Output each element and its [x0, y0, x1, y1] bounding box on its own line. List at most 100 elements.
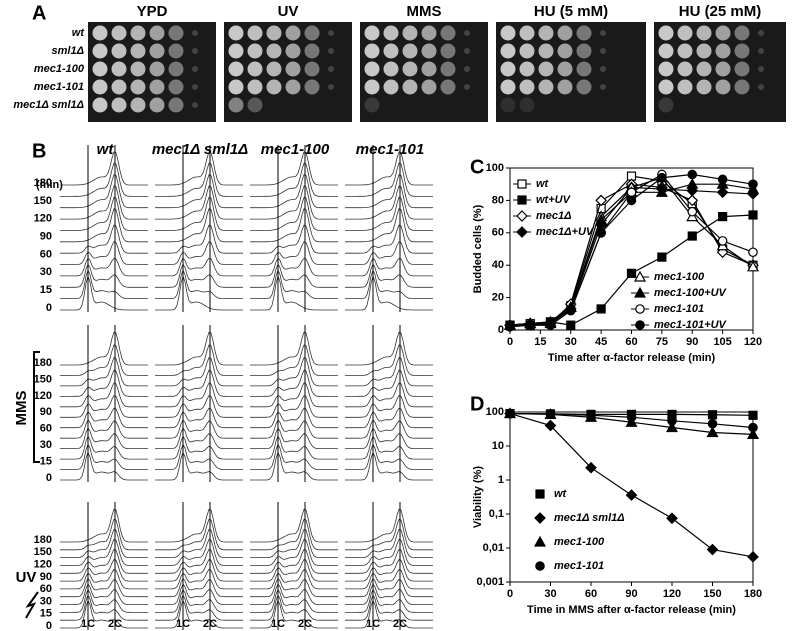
- histogram-trace: [60, 583, 148, 605]
- legend-label: mec1Δ sml1Δ: [554, 512, 625, 524]
- spot: [464, 48, 470, 54]
- marker: [596, 304, 606, 314]
- histogram-trace: [345, 263, 433, 288]
- treatment-label: MMS: [13, 391, 30, 426]
- histogram-trace: [60, 569, 148, 590]
- histogram-trace: [155, 151, 243, 186]
- marker: [686, 194, 699, 207]
- marker: [748, 179, 758, 189]
- spot: [677, 79, 693, 95]
- spot: [500, 79, 516, 95]
- histogram-trace: [155, 269, 243, 299]
- time-label: 0: [46, 302, 52, 314]
- x-tick-label: 120: [663, 588, 681, 600]
- legend-marker: [535, 561, 545, 571]
- time-label: 180: [34, 534, 52, 546]
- marker: [748, 410, 758, 420]
- marker: [626, 187, 637, 198]
- histogram-trace: [345, 331, 433, 366]
- histogram-trace: [250, 224, 338, 254]
- time-label: 90: [40, 571, 52, 583]
- legend-marker: [516, 210, 528, 222]
- time-label: 150: [34, 195, 52, 207]
- histogram-trace: [60, 407, 148, 429]
- spot: [111, 79, 127, 95]
- histogram-trace: [250, 427, 338, 449]
- x-tick-label: 90: [686, 336, 698, 348]
- spot: [168, 79, 184, 95]
- legend-marker: [633, 286, 647, 298]
- marker: [687, 231, 697, 241]
- histogram-trace: [250, 162, 338, 197]
- spot: [304, 61, 320, 77]
- x-tick-label: 150: [703, 588, 721, 600]
- x-tick-label: 180: [744, 588, 762, 600]
- x-tick-label: 90: [625, 588, 637, 600]
- histogram-trace: [155, 224, 243, 254]
- histogram-trace: [345, 569, 433, 590]
- spot: [600, 84, 606, 90]
- legend-label: mec1-101: [554, 560, 604, 572]
- marker: [544, 419, 557, 432]
- x-tick-label: 45: [595, 336, 607, 348]
- histogram-trace: [155, 419, 243, 439]
- marker: [667, 416, 677, 426]
- histogram-trace: [155, 331, 243, 366]
- histogram-trace: [60, 451, 148, 481]
- strain-label: wt: [97, 141, 115, 158]
- spot: [130, 79, 146, 95]
- histogram-trace: [250, 269, 338, 299]
- spot: [696, 79, 712, 95]
- histogram-trace: [345, 257, 433, 277]
- panel-letter: B: [32, 140, 46, 162]
- spot: [328, 66, 334, 72]
- marker: [746, 260, 760, 272]
- histogram-trace: [155, 435, 243, 460]
- histogram-trace: [250, 344, 338, 376]
- spot: [364, 97, 380, 113]
- histogram-trace: [60, 331, 148, 366]
- spot: [130, 61, 146, 77]
- spot: [130, 25, 146, 41]
- histogram-trace: [250, 369, 338, 397]
- histogram-trace: [250, 538, 338, 566]
- spot: [364, 79, 380, 95]
- y-tick-label: 0: [498, 324, 504, 336]
- spot: [285, 25, 301, 41]
- spot: [192, 48, 198, 54]
- dna-label: 2C: [393, 618, 407, 630]
- histogram-trace: [345, 369, 433, 397]
- spot: [696, 43, 712, 59]
- x-tick-label: 0: [507, 336, 513, 348]
- histogram-trace: [345, 599, 433, 629]
- spot: [758, 48, 764, 54]
- marker: [585, 461, 597, 474]
- spot: [500, 97, 516, 113]
- spot: [464, 66, 470, 72]
- histogram-trace: [345, 583, 433, 605]
- spot: [149, 43, 165, 59]
- spot: [304, 25, 320, 41]
- x-tick-label: 60: [625, 336, 637, 348]
- marker: [716, 186, 729, 199]
- histogram-trace: [155, 594, 243, 621]
- spot: [440, 43, 456, 59]
- spot: [92, 79, 108, 95]
- histogram-trace: [155, 208, 243, 243]
- y-tick-label: 0,001: [476, 576, 504, 588]
- spot: [383, 61, 399, 77]
- y-tick-label: 0,01: [483, 542, 504, 554]
- marker: [595, 194, 607, 207]
- histogram-trace: [250, 151, 338, 186]
- histogram-trace: [60, 196, 148, 231]
- histogram-trace: [155, 382, 243, 408]
- marker: [718, 212, 728, 222]
- marker: [748, 210, 758, 220]
- legend-label: mec1-100: [654, 271, 705, 283]
- spot: [715, 61, 731, 77]
- spot: [111, 43, 127, 59]
- marker: [626, 412, 637, 423]
- histogram-trace: [155, 162, 243, 197]
- time-label: 60: [40, 583, 52, 595]
